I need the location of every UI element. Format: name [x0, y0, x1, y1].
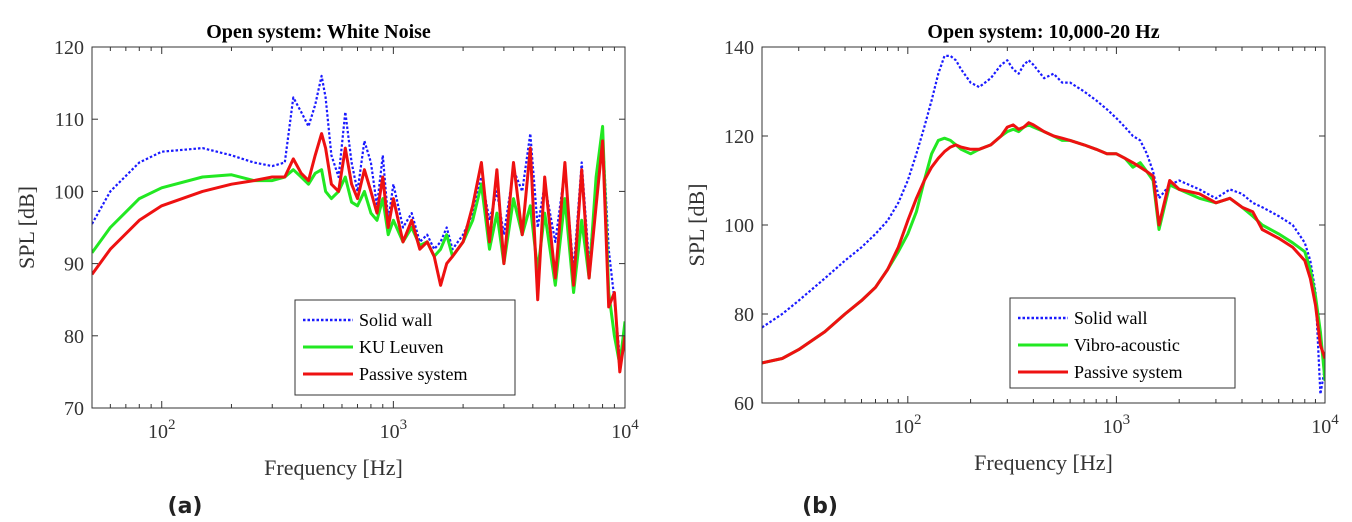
- legend-entry-label: KU Leuven: [359, 337, 443, 357]
- legend-entry-label: Passive system: [1074, 362, 1183, 382]
- x-tick-label: 103: [380, 417, 408, 443]
- y-tick-label: 120: [54, 37, 84, 59]
- x-tick-label: 104: [1311, 412, 1339, 438]
- y-axis-label: SPL [dB]: [684, 184, 709, 267]
- y-tick-label: 100: [724, 215, 754, 237]
- x-tick-label: 104: [611, 417, 639, 443]
- series-line-passive-system: [92, 132, 625, 374]
- chart-title: Open system: 10,000-20 Hz: [927, 21, 1159, 43]
- x-axis-label: Frequency [Hz]: [264, 455, 403, 480]
- x-axis-label: Frequency [Hz]: [974, 450, 1113, 475]
- panel-label: (a): [168, 494, 203, 519]
- legend-entry-label: Passive system: [359, 364, 468, 384]
- series-line-solid-wall: [762, 54, 1325, 396]
- y-tick-label: 120: [724, 126, 754, 148]
- legend: Solid wall KU Leuven Passive system: [294, 299, 516, 396]
- panel-label: (b): [802, 494, 838, 519]
- legend-entry-label: Vibro-acoustic: [1074, 335, 1180, 355]
- x-tick-label: 102: [894, 412, 922, 438]
- y-tick-label: 70: [64, 398, 84, 420]
- series-line-passive-system: [762, 121, 1325, 365]
- x-tick-label: 102: [148, 417, 176, 443]
- y-tick-label: 140: [724, 37, 754, 59]
- legend-entry-label: Solid wall: [359, 310, 433, 330]
- y-tick-label: 90: [64, 254, 84, 276]
- y-tick-label: 80: [734, 304, 754, 326]
- y-tick-label: 80: [64, 326, 84, 348]
- series-line-solid-wall: [92, 74, 625, 359]
- chart-title: Open system: White Noise: [206, 21, 431, 43]
- y-tick-label: 110: [55, 109, 84, 131]
- chart-panel-2: 60 80 100 120 140 102 103 104 Open system: 10,00…: [684, 21, 1339, 519]
- plot-area-frame: [91, 46, 626, 409]
- legend-entry-label: Solid wall: [1074, 308, 1148, 328]
- y-tick-label: 100: [54, 181, 84, 203]
- legend: Solid wall Vibro-acoustic Passive system: [1009, 297, 1236, 389]
- y-tick-label: 60: [734, 393, 754, 415]
- x-tick-label: 103: [1103, 412, 1131, 438]
- y-axis-label: SPL [dB]: [14, 186, 39, 269]
- chart-panel-1: 70 80 90 100 110 120 102 103 104 Open system: Whi…: [14, 21, 639, 519]
